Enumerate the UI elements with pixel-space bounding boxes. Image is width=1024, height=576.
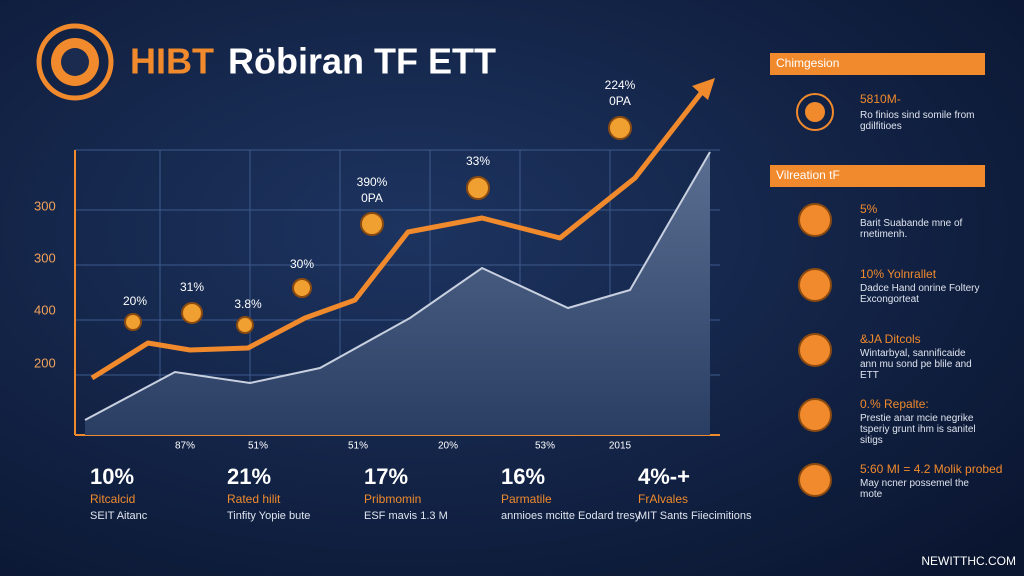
x-label: 51%	[248, 441, 268, 452]
stats: 10% Ritcalcid SEIT Aitanc 21% Rated hilit Tin…	[90, 464, 752, 522]
panel-header: Vilreation tF	[776, 168, 840, 182]
icon	[796, 93, 834, 131]
item-text: Prestie anar mcie negrike tsperiy grunt …	[860, 413, 976, 446]
area	[85, 152, 710, 435]
item-text-box: Dadce Hand onrine Foltery Excongorteat	[860, 283, 980, 305]
item-title: 5:60 MI = 4.2 Molik probed	[860, 462, 1002, 476]
x-label: 87%	[175, 441, 195, 452]
annotation: 224%	[605, 78, 636, 92]
annotation: 31%	[180, 280, 204, 294]
stat-value: 4%-+	[638, 464, 690, 489]
annotation: 0PA	[609, 94, 631, 108]
item-text-box: Wintarbyal, sannificaide ann mu sond pe …	[860, 348, 972, 381]
stat-sub: MIT Sants Fiiecimitions	[638, 510, 752, 522]
item-title: 5%	[860, 202, 878, 216]
stat-value: 21%	[227, 464, 271, 489]
stat-value: 17%	[364, 464, 408, 489]
item-text: Dadce Hand onrine Foltery Excongorteat	[860, 283, 980, 305]
stat-sub: SEIT Aitanc	[90, 510, 148, 522]
annotation: 20%	[123, 294, 147, 308]
footer: NEWITTHC.COM	[921, 554, 1016, 568]
annotation: 390%	[357, 175, 388, 189]
stat-label: Rated hilit	[227, 492, 281, 506]
annotation: 3.8%	[234, 297, 262, 311]
stat-label: FrAlvales	[638, 492, 688, 506]
item-text: Ro finios sind somile from gdilfitioes	[860, 110, 975, 132]
logo	[36, 23, 114, 101]
stat-sub: anmioes mcitte Eodard tresy	[501, 510, 641, 522]
x-labels: 87% 51% 51% 20% 53% 2015	[175, 441, 632, 452]
coins	[124, 116, 632, 334]
annotations: 224% 0PA 33% 390% 0PA 30% 31% 20% 3.8%	[123, 78, 636, 311]
panel-header-bar	[770, 165, 985, 187]
stat-label: Parmatile	[501, 492, 552, 506]
x-label: 20%	[438, 441, 458, 452]
area-line	[84, 151, 711, 421]
item-text: Barit Suabande mne of rnetimenh.	[860, 218, 963, 240]
title-a: HIBT	[130, 41, 214, 82]
trend-line	[90, 86, 707, 381]
annotation: 30%	[290, 257, 314, 271]
item-text: May ncner possemel the mote	[860, 478, 969, 500]
icon	[798, 398, 832, 432]
x-label: 51%	[348, 441, 368, 452]
y-label: 200	[34, 355, 56, 370]
icon	[798, 463, 832, 497]
item-title: &JA Ditcols	[860, 332, 921, 346]
x-label: 2015	[609, 441, 632, 452]
item-title: 0.% Repalte:	[860, 397, 929, 411]
x-label: 53%	[535, 441, 555, 452]
icon	[798, 203, 832, 237]
stat-sub: ESF mavis 1.3 M	[364, 510, 448, 522]
item-text: Wintarbyal, sannificaide ann mu sond pe …	[860, 348, 972, 381]
y-label: 400	[34, 302, 56, 317]
annotation: 0PA	[361, 191, 383, 205]
icon	[798, 333, 832, 367]
y-label: 300	[34, 250, 56, 265]
item-text-box: May ncner possemel the mote	[860, 478, 969, 500]
y-label: 300	[34, 198, 56, 213]
panel-header: Chimgesion	[776, 56, 839, 70]
icon	[798, 268, 832, 302]
panel-items: 5% Barit Suabande mne of rnetimenh. 10% Yo…	[798, 202, 1002, 500]
title-b: Röbiran TF ETT	[228, 41, 496, 82]
item-title: 10% Yolnrallet	[860, 267, 937, 281]
stat-value: 10%	[90, 464, 134, 489]
stat-value: 16%	[501, 464, 545, 489]
item-text-box: Barit Suabande mne of rnetimenh.	[860, 218, 963, 240]
panel-header-bar	[770, 53, 985, 75]
item-title: 5810M-	[860, 92, 901, 106]
annotation: 33%	[466, 154, 490, 168]
item-text-box: Prestie anar mcie negrike tsperiy grunt …	[860, 413, 976, 446]
stat-label: Ritcalcid	[90, 492, 135, 506]
stat-label: Pribmomin	[364, 492, 421, 506]
item-text-box: Ro finios sind somile from gdilfitioes	[860, 110, 975, 132]
arrow-head	[692, 78, 715, 100]
stat-sub: Tinfity Yopie bute	[227, 510, 310, 522]
